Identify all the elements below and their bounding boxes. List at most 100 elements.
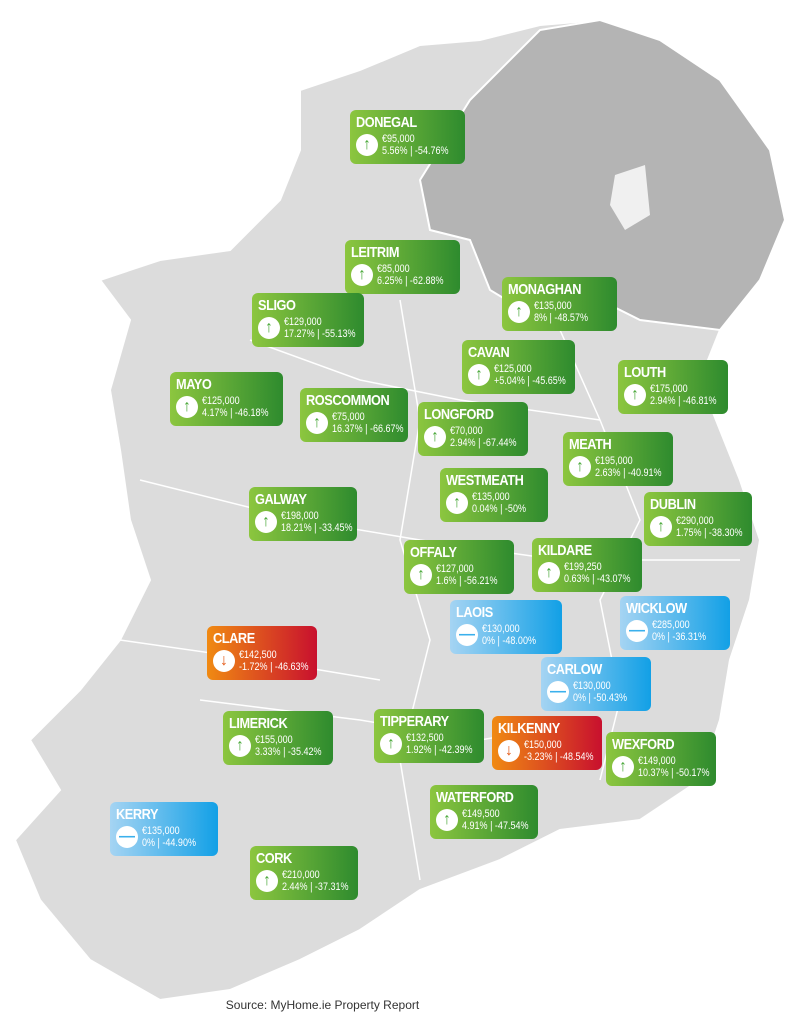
median-price: €125,000 [202,395,240,407]
price-change: 2.94% | -46.81% [650,395,717,407]
median-price: €290,000 [676,515,714,527]
median-price: €85,000 [377,263,410,275]
price-change: 2.63% | -40.91% [595,467,662,479]
price-change: 0.63% | -43.07% [564,573,631,585]
county-label-kildare: KILDARE ↑ €199,250 0.63% | -43.07% [532,538,642,592]
price-change: 4.91% | -47.54% [462,820,529,832]
county-name: SLIGO [258,297,296,314]
price-change: 2.94% | -67.44% [450,437,517,449]
median-price: €130,000 [482,623,520,635]
arrow-up-icon: ↑ [508,301,530,323]
median-price: €142,500 [239,649,277,661]
arrow-up-icon: ↑ [650,516,672,538]
arrow-up-icon: ↑ [624,384,646,406]
median-price: €132,500 [406,732,444,744]
arrow-up-icon: ↑ [380,733,402,755]
arrow-up-icon: ↑ [256,870,278,892]
county-name: LAOIS [456,604,493,621]
county-name: WESTMEATH [446,472,524,489]
county-name: MAYO [176,376,212,393]
county-name: WATERFORD [436,789,514,806]
county-label-carlow: CARLOW — €130,000 0% | -50.43% [541,657,651,711]
price-change: 4.17% | -46.18% [202,407,269,419]
county-name: KILDARE [538,542,592,559]
county-name: LIMERICK [229,715,288,732]
minus-icon: — [456,624,478,646]
arrow-up-icon: ↑ [446,492,468,514]
county-name: CAVAN [468,344,510,361]
county-label-monaghan: MONAGHAN ↑ €135,000 8% | -48.57% [502,277,617,331]
median-price: €75,000 [332,411,365,423]
arrow-up-icon: ↑ [356,134,378,156]
price-change: 3.33% | -35.42% [255,746,322,758]
minus-icon: — [626,620,648,642]
county-label-cork: CORK ↑ €210,000 2.44% | -37.31% [250,846,358,900]
county-label-offaly: OFFALY ↑ €127,000 1.6% | -56.21% [404,540,514,594]
county-label-louth: LOUTH ↑ €175,000 2.94% | -46.81% [618,360,728,414]
price-change: 0.04% | -50% [472,503,526,515]
price-change: -1.72% | -46.63% [239,661,309,673]
county-label-kerry: KERRY — €135,000 0% | -44.90% [110,802,218,856]
county-name: CARLOW [547,661,602,678]
price-change: 18.21% | -33.45% [281,522,353,534]
county-name: OFFALY [410,544,457,561]
price-change: 0% | -48.00% [482,635,536,647]
county-label-wexford: WEXFORD ↑ €149,000 10.37% | -50.17% [606,732,716,786]
price-change: 2.44% | -37.31% [282,881,349,893]
price-change: 0% | -50.43% [573,692,627,704]
county-label-meath: MEATH ↑ €195,000 2.63% | -40.91% [563,432,673,486]
county-label-laois: LAOIS — €130,000 0% | -48.00% [450,600,562,654]
median-price: €150,000 [524,739,562,751]
county-name: TIPPERARY [380,713,449,730]
median-price: €149,000 [638,755,676,767]
median-price: €127,000 [436,563,474,575]
county-name: MEATH [569,436,612,453]
median-price: €285,000 [652,619,690,631]
county-name: MONAGHAN [508,281,582,298]
northern-ireland-region [418,18,787,332]
county-label-sligo: SLIGO ↑ €129,000 17.27% | -55.13% [252,293,364,347]
arrow-up-icon: ↑ [410,564,432,586]
price-change: 0% | -44.90% [142,837,196,849]
price-change: 8% | -48.57% [534,312,588,324]
county-label-longford: LONGFORD ↑ €70,000 2.94% | -67.44% [418,402,528,456]
county-name: GALWAY [255,491,307,508]
county-name: CORK [256,850,292,867]
arrow-up-icon: ↑ [351,264,373,286]
county-label-waterford: WATERFORD ↑ €149,500 4.91% | -47.54% [430,785,538,839]
county-label-wicklow: WICKLOW — €285,000 0% | -36.31% [620,596,730,650]
county-label-westmeath: WESTMEATH ↑ €135,000 0.04% | -50% [440,468,548,522]
median-price: €198,000 [281,510,319,522]
county-label-cavan: CAVAN ↑ €125,000 +5.04% | -45.65% [462,340,575,394]
price-change: 1.92% | -42.39% [406,744,473,756]
county-label-donegal: DONEGAL ↑ €95,000 5.56% | -54.76% [350,110,465,164]
arrow-up-icon: ↑ [468,364,490,386]
arrow-down-icon: ↓ [213,650,235,672]
price-change: +5.04% | -45.65% [494,375,566,387]
price-change: 0% | -36.31% [652,631,706,643]
median-price: €135,000 [472,491,510,503]
price-change: 17.27% | -55.13% [284,328,356,340]
county-name: LEITRIM [351,244,400,261]
price-change: 1.75% | -38.30% [676,527,743,539]
median-price: €135,000 [534,300,572,312]
county-name: LOUTH [624,364,666,381]
source-credit: Source: MyHome.ie Property Report [225,998,420,1012]
county-label-galway: GALWAY ↑ €198,000 18.21% | -33.45% [249,487,357,541]
county-label-dublin: DUBLIN ↑ €290,000 1.75% | -38.30% [644,492,752,546]
median-price: €95,000 [382,133,415,145]
arrow-up-icon: ↑ [538,562,560,584]
county-label-limerick: LIMERICK ↑ €155,000 3.33% | -35.42% [223,711,333,765]
median-price: €130,000 [573,680,611,692]
arrow-up-icon: ↑ [569,456,591,478]
county-label-mayo: MAYO ↑ €125,000 4.17% | -46.18% [170,372,283,426]
arrow-up-icon: ↑ [424,426,446,448]
county-name: LONGFORD [424,406,494,423]
arrow-down-icon: ↓ [498,740,520,762]
county-label-roscommon: ROSCOMMON ↑ €75,000 16.37% | -66.67% [300,388,408,442]
median-price: €129,000 [284,316,322,328]
arrow-up-icon: ↑ [255,511,277,533]
county-name: CLARE [213,630,255,647]
median-price: €70,000 [450,425,483,437]
county-name: KILKENNY [498,720,560,737]
